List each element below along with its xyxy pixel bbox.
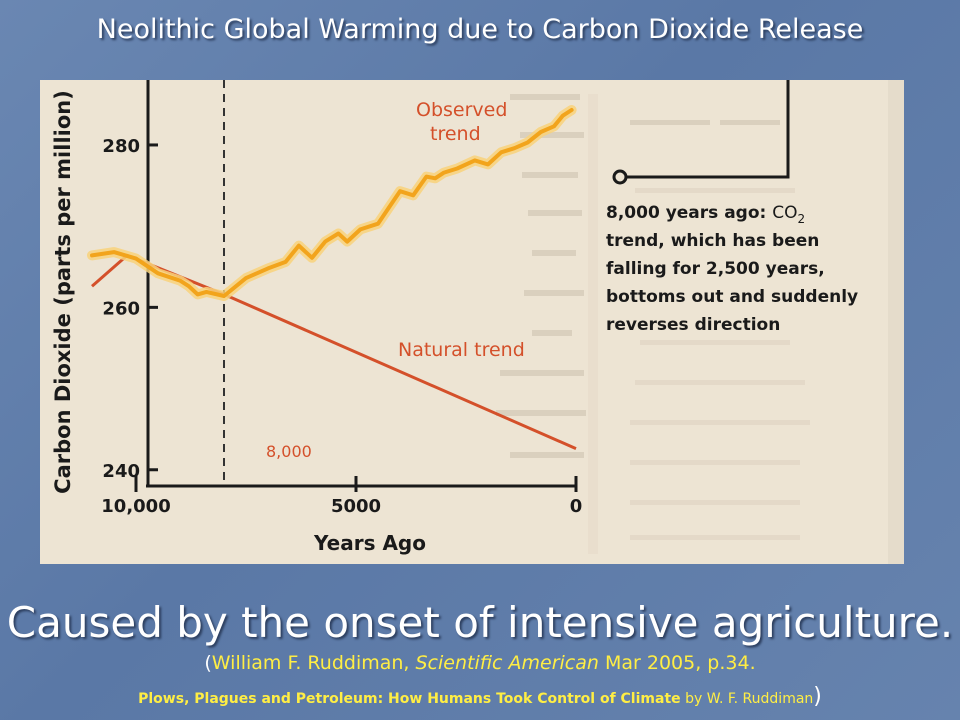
natural-trend-label: Natural trend <box>398 339 525 361</box>
callout-line-2: trend, which has been <box>606 231 819 251</box>
callout-co: CO <box>772 203 797 223</box>
citation: (William F. Ruddiman, Scientific America… <box>0 652 960 674</box>
callout-line-1: 8,000 years ago: CO2 <box>606 203 805 226</box>
x-axis-title: Years Ago <box>313 531 426 555</box>
chart-photo: 240 260 280 10,000 5000 0 Observed trend Nat… <box>40 80 904 564</box>
book-reference: Plows, Plagues and Petroleum: How Humans… <box>0 684 960 709</box>
8000-marker-label: 8,000 <box>266 442 312 461</box>
x-tick-label: 0 <box>570 496 583 517</box>
book-close-paren: ) <box>813 684 822 709</box>
citation-open-paren: ( <box>204 652 212 674</box>
observed-trend-glow <box>87 105 577 301</box>
callout-line-4: bottoms out and suddenly <box>606 287 858 307</box>
x-tick-label: 5000 <box>331 496 381 517</box>
callout-lead: 8,000 years ago: <box>606 203 772 223</box>
book-author: by W. F. Ruddiman <box>680 691 814 707</box>
observed-label-line1: Observed <box>416 99 507 121</box>
slide-title: Neolithic Global Warming due to Carbon D… <box>96 14 864 45</box>
observed-trend-line <box>90 108 574 298</box>
callout-text: 8,000 years ago: CO2 trend, which has be… <box>606 203 858 335</box>
y-tick-label: 280 <box>102 136 140 157</box>
observed-label-line2: trend <box>430 123 481 145</box>
book-title: Plows, Plagues and Petroleum: How Humans… <box>138 691 681 707</box>
y-tick-label: 260 <box>102 298 140 319</box>
y-ticks: 240 260 280 <box>102 136 158 482</box>
y-axis-title: Carbon Dioxide (parts per million) <box>51 90 75 494</box>
citation-rest: Mar 2005, p.34. <box>598 652 756 674</box>
callout-marker <box>612 169 628 185</box>
x-tick-label: 10,000 <box>101 496 170 517</box>
right-page-edge <box>888 80 904 564</box>
callout-line-3: falling for 2,500 years, <box>606 259 825 279</box>
background-page-texture <box>496 94 810 554</box>
citation-author: William F. Ruddiman, <box>211 652 416 674</box>
callout-line-5: reverses direction <box>606 315 780 335</box>
citation-journal: Scientific American <box>415 652 599 674</box>
co2-chart: 240 260 280 10,000 5000 0 Observed trend Nat… <box>51 80 904 564</box>
x-ticks: 10,000 5000 0 <box>101 476 582 517</box>
y-tick-label: 240 <box>102 461 140 482</box>
callout-sub: 2 <box>798 212 806 226</box>
caption-main: Caused by the onset of intensive agricul… <box>6 598 954 647</box>
callout-bracket <box>620 80 790 179</box>
